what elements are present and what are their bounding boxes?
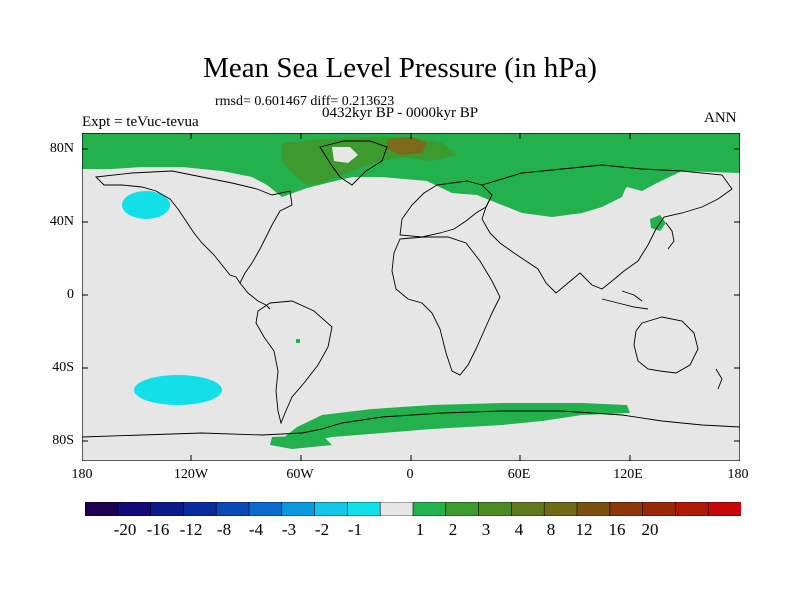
colorbar-label: -4 [248,520,264,539]
coast-greenland [319,140,388,186]
colorbar-swatch [707,502,741,516]
colorbar-swatch [248,502,283,516]
colorbar-label: 4 [514,520,524,539]
colorbar-swatch [609,502,644,516]
korea-japan-spot [650,215,666,231]
colorbar-label: 12 [575,520,593,539]
coast-japan [665,222,675,250]
lat-tick-80s: 80S [52,433,74,448]
lat-tick-80n: 80N [49,141,74,156]
stats-label: rmsd= 0.601467 diff= 0.213623 [215,94,395,109]
lon-tick-60w: 60W [286,467,314,482]
colorbar-label: -12 [179,520,203,539]
map-plot [82,133,740,461]
colorbar-label: 8 [546,520,556,539]
colorbar-label: -2 [314,520,330,539]
colorbar-swatch [85,502,119,516]
coast-australia [633,316,699,374]
colorbar-swatch [576,502,611,516]
colorbar-label: -20 [113,520,137,539]
colorbar-label: 2 [448,520,458,539]
colorbar-swatch [379,502,414,516]
chart-title: Mean Sea Level Pressure (in hPa) [203,52,597,84]
coastlines [82,140,740,438]
colorbar-label: -8 [216,520,232,539]
coast-north-america [95,170,293,284]
lon-tick-180w: 180 [71,467,93,482]
lat-tick-40n: 40N [49,214,74,229]
coast-south-america [255,300,333,425]
colorbar-swatch [314,502,349,516]
antarctic-anomaly-west [270,435,332,449]
south-america-spot [296,339,300,343]
colorbar-swatch [642,502,677,516]
south-pacific-low [134,375,222,405]
colorbar-swatch [675,502,710,516]
colorbar-swatch [150,502,185,516]
chart-subtitle: 0432kyr BP - 0000kyr BP [322,105,479,121]
colorbar-label: 16 [608,520,626,539]
colorbar-swatch [511,502,545,516]
lon-tick-0: 0 [406,467,414,482]
colorbar-swatch [117,502,152,516]
coast-indonesia [601,290,649,310]
coast-africa [391,236,501,376]
coast-new-zealand [715,368,723,390]
coast-antarctica [82,410,740,438]
colorbar-label: -16 [146,520,170,539]
colorbar [85,502,741,516]
colorbar-swatch [412,502,447,516]
colorbar-label: -3 [281,520,297,539]
lon-tick-180e: 180 [727,467,749,482]
arctic-clear-gap [332,147,358,163]
coast-asia [481,164,733,294]
coast-central-america [239,282,271,310]
colorbar-label: 20 [641,520,659,539]
colorbar-swatch [445,502,480,516]
colorbar-swatch [183,502,218,516]
lon-tick-120w: 120W [173,467,209,482]
north-pacific-low [122,191,170,219]
lon-tick-120e: 120E [613,467,643,482]
colorbar-swatch [281,502,316,516]
experiment-label: Expt = teVuc-tevua [82,114,199,130]
lat-tick-0: 0 [67,287,74,302]
arctic-brown-max [387,137,427,155]
colorbar-swatch [347,502,381,516]
colorbar-label: 1 [415,520,425,539]
season-label: ANN [704,110,737,126]
colorbar-swatch [543,502,578,516]
antarctic-anomaly [277,403,630,445]
siberia-anomaly [482,175,627,217]
colorbar-swatch [215,502,250,516]
colorbar-swatch [478,502,513,516]
axis-ticks [82,133,740,461]
lat-tick-40s: 40S [52,360,74,375]
lon-tick-60e: 60E [507,467,531,482]
colorbar-label: -1 [347,520,363,539]
colorbar-label: 3 [481,520,491,539]
